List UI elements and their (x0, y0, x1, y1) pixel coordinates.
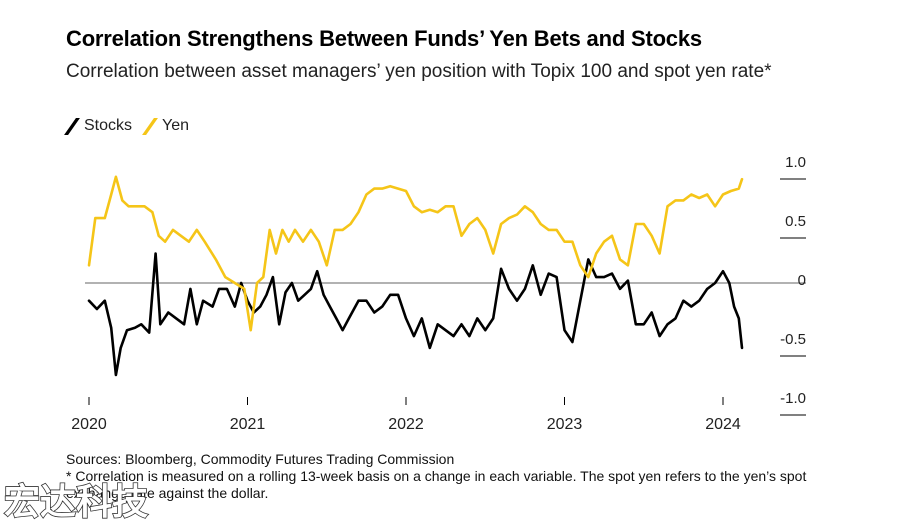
x-tick-label: 2022 (388, 416, 424, 433)
footnote-text: * Correlation is measured on a rolling 1… (66, 468, 807, 501)
legend: Stocks Yen (64, 117, 190, 135)
chart-title: Correlation Strengthens Between Funds’ Y… (66, 26, 702, 51)
axis-layer: 1.0 0.5 0 -0.5 -1.0 2020 2021 2022 2023 2024 (71, 154, 806, 433)
source-note: Sources: Bloomberg, Commodity Futures Tr… (66, 451, 866, 502)
legend-item-stocks: Stocks (64, 117, 133, 135)
source-text: Sources: Bloomberg, Commodity Futures Tr… (66, 451, 455, 467)
legend-label-yen: Yen (162, 117, 190, 134)
line-chart: 1.0 0.5 0 -0.5 -1.0 2020 2021 2022 2023 2024 (71, 154, 806, 433)
x-tick-label: 2021 (230, 416, 266, 433)
watermark-logo: 宏达科技 (3, 481, 149, 522)
y-tick-label: 0 (798, 272, 806, 289)
legend-label-stocks: Stocks (84, 117, 133, 134)
series-line-yen (87, 175, 744, 332)
y-tick-label: -0.5 (780, 331, 806, 348)
series-line-stocks (87, 252, 744, 377)
chart-subtitle: Correlation between asset managers’ yen … (66, 61, 772, 82)
watermark-text: 宏达科技 (4, 482, 148, 522)
x-tick-label: 2024 (705, 416, 741, 433)
y-tick-label: -1.0 (780, 390, 806, 407)
legend-item-yen: Yen (142, 117, 190, 135)
series-layer (87, 175, 744, 377)
x-tick-label: 2020 (71, 416, 107, 433)
x-tick-label: 2023 (547, 416, 583, 433)
y-tick-label: 0.5 (785, 213, 806, 230)
y-tick-label: 1.0 (785, 154, 806, 171)
